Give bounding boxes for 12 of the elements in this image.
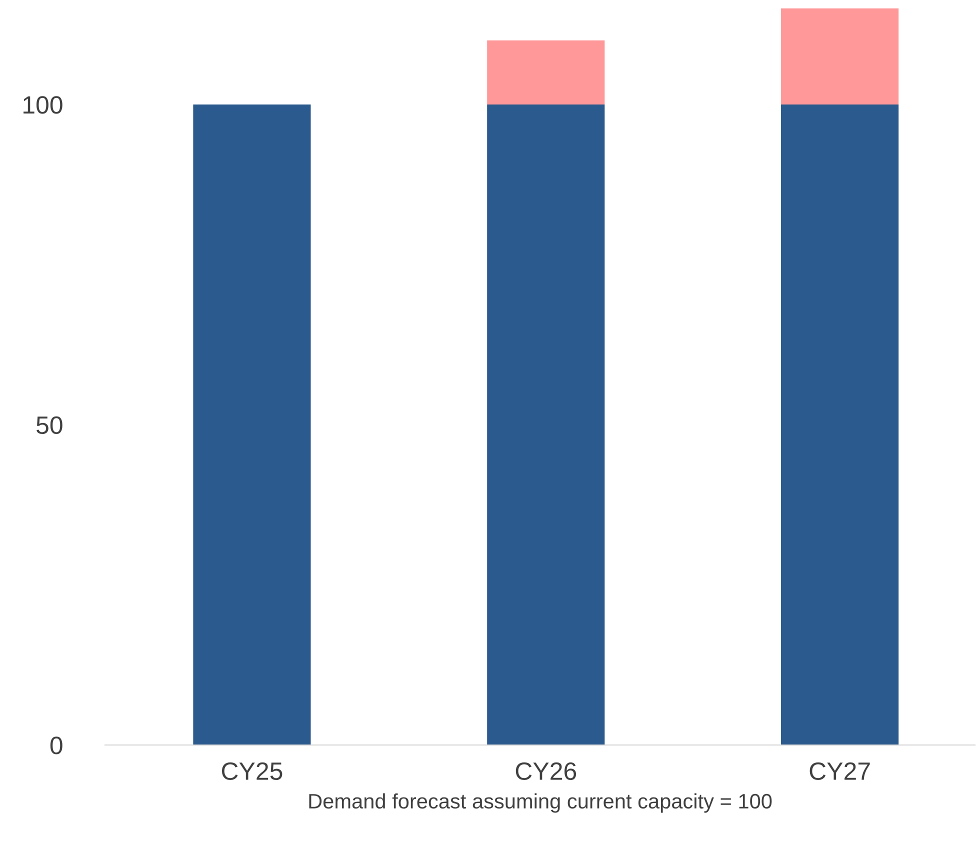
bar bbox=[781, 104, 899, 745]
x-axis-title: Demand forecast assuming current capacity = 100 bbox=[309, 793, 772, 813]
y-tick-label: 0 bbox=[50, 736, 62, 754]
y-tick-label: 50 bbox=[36, 416, 62, 434]
bar bbox=[193, 104, 311, 745]
bar bbox=[781, 8, 899, 104]
x-tick-label: CY27 bbox=[810, 762, 870, 780]
y-tick-label: 100 bbox=[24, 96, 62, 114]
x-tick-label: CY26 bbox=[516, 762, 576, 780]
x-tick-label: CY25 bbox=[222, 762, 282, 780]
bar bbox=[487, 40, 605, 104]
bar bbox=[487, 104, 605, 745]
